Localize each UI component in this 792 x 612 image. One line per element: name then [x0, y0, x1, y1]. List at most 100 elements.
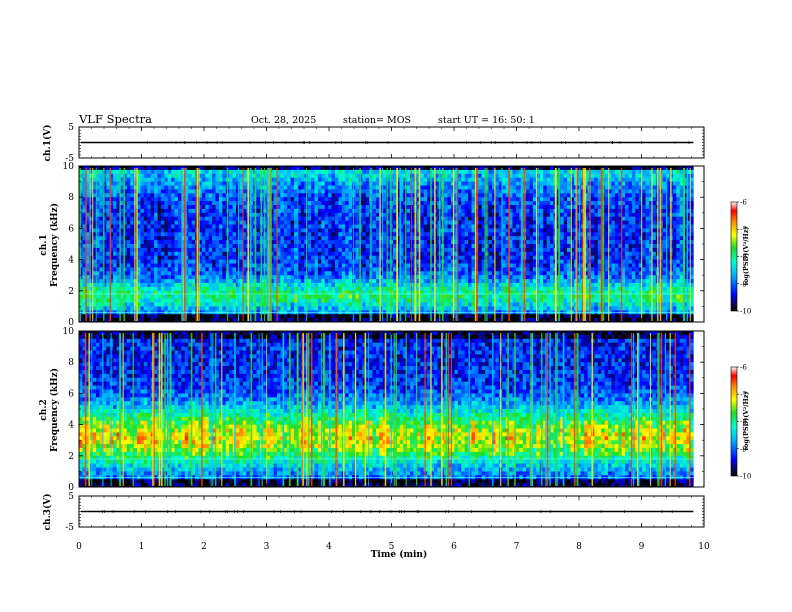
ch1-spec-cell — [457, 224, 462, 229]
ch1-spec-cell — [232, 189, 237, 194]
ch1-spec-cell — [123, 193, 128, 198]
ch1-spec-cell — [311, 185, 315, 190]
ch1-spec-cell — [273, 279, 278, 284]
ch1-spec-cell — [123, 251, 128, 256]
ch1-spec-cell — [123, 290, 128, 295]
ch1-spec-cell — [355, 298, 360, 303]
ch1-spec-cell — [307, 205, 312, 210]
ch1-spec-cell — [171, 290, 175, 295]
ch1-spec-cell — [82, 220, 87, 225]
ch1-spec-cell — [212, 286, 216, 292]
ch1-spec-cell — [471, 283, 476, 288]
ch1-spec-cell — [143, 259, 148, 264]
ch1-spec-cell — [365, 259, 370, 264]
ch1-spec-cell — [123, 173, 128, 178]
ch1-spec-cell — [324, 306, 329, 311]
ch1-spec-cell — [294, 181, 298, 186]
ch1-spec-cell — [198, 181, 203, 186]
ch1-spec-cell — [365, 173, 370, 178]
ch1-spec-cell — [444, 193, 448, 198]
ch1-spec-cell — [276, 314, 281, 319]
ch1-spec-cell — [382, 173, 387, 178]
ch1-spec-cell — [451, 244, 455, 249]
ch1-spec-cell — [276, 279, 281, 284]
ch1-spec-cell — [287, 193, 291, 198]
ch1-spec-cell — [96, 236, 100, 241]
ch1-spec-cell — [297, 267, 302, 272]
ch1-spec-cell — [164, 267, 169, 272]
ch1-spec-cell — [212, 181, 216, 186]
ch1-spec-cell — [82, 267, 87, 272]
ch1-spec-cell — [215, 212, 220, 217]
ch1-spec-cell — [85, 236, 90, 241]
ch1-spec-cell — [92, 166, 97, 171]
ch1-spec-cell — [317, 232, 322, 237]
ch1-spec-cell — [109, 220, 114, 225]
ch1-spec-cell — [341, 279, 346, 284]
ch1-spec-cell — [188, 201, 192, 206]
ch1-spec-cell — [99, 240, 104, 245]
ch1-spec-cell — [96, 283, 100, 288]
ch1-spec-cell — [222, 208, 227, 214]
ch1-spec-cell — [379, 224, 384, 229]
ch1-spec-cell — [324, 294, 329, 299]
ch1-spec-cell — [427, 259, 431, 264]
ch1-spec-cell — [420, 244, 425, 249]
ch1-spec-cell — [208, 173, 213, 178]
ch1-spec-cell — [126, 240, 131, 245]
ch1-spec-cell — [451, 318, 455, 323]
ch1-spec-cell — [232, 267, 237, 272]
ch1-spec-cell — [406, 236, 411, 241]
ch1-spec-cell — [447, 263, 452, 268]
ch1-spec-cell — [369, 240, 373, 245]
ch1-spec-cell — [171, 177, 175, 182]
ch1-spec-cell — [273, 173, 278, 178]
ch1-spec-cell — [481, 318, 486, 323]
ch1-spec-cell — [348, 267, 353, 272]
ch1-spec-cell — [116, 255, 121, 260]
ch1-spec-cell — [215, 302, 220, 307]
ch1-spec-cell — [334, 224, 339, 229]
ch1-spec-cell — [300, 294, 305, 299]
ch1-spec-cell — [143, 224, 148, 229]
ch1-spec-cell — [468, 259, 472, 264]
ch1-spec-cell — [198, 263, 203, 268]
ch1-spec-cell — [451, 197, 455, 202]
ch1-spec-cell — [273, 240, 278, 245]
ch1-spec-cell — [229, 208, 233, 214]
ch1-spec-cell — [297, 216, 302, 221]
ch1-spec-cell — [430, 236, 435, 241]
ch1-spec-cell — [420, 247, 425, 253]
ch1-spec-cell — [201, 197, 206, 202]
ch1-spec-cell — [461, 193, 465, 198]
ch1-spec-cell — [89, 205, 93, 210]
ch1-spec-cell — [471, 185, 476, 190]
ch1-spec-cell — [232, 181, 237, 186]
ch1-spec-cell — [102, 236, 107, 241]
ch1-spec-cell — [150, 286, 155, 292]
ch1-spec-cell — [113, 314, 117, 319]
ch1-spec-cell — [89, 240, 93, 245]
ch1-spec-cell — [137, 318, 141, 323]
ch1-spec-cell — [396, 216, 401, 221]
ch1-spec-cell — [89, 318, 93, 323]
ch1-spec-cell — [420, 290, 425, 295]
ch1-spec-cell — [123, 181, 128, 186]
ch1-spec-cell — [331, 267, 336, 272]
ch1-spec-cell — [317, 166, 322, 171]
ch1-spec-cell — [164, 279, 169, 284]
ch1-spec-cell — [116, 189, 121, 194]
ch1-spec-cell — [89, 302, 93, 307]
ch1-spec-cell — [447, 259, 452, 264]
ch1-spec-cell — [236, 193, 240, 198]
ch1-spec-cell — [457, 201, 462, 206]
ch1-spec-cell — [212, 205, 216, 210]
ch1-spec-cell — [488, 181, 493, 186]
ch1-spec-cell — [328, 267, 332, 272]
ch1-spec-cell — [307, 255, 312, 260]
ch1-spec-cell — [328, 279, 332, 284]
ch1-spec-cell — [215, 267, 220, 272]
ch1-spec-cell — [420, 263, 425, 268]
ch1-spec-cell — [447, 286, 452, 292]
ch1-spec-cell — [99, 294, 104, 299]
